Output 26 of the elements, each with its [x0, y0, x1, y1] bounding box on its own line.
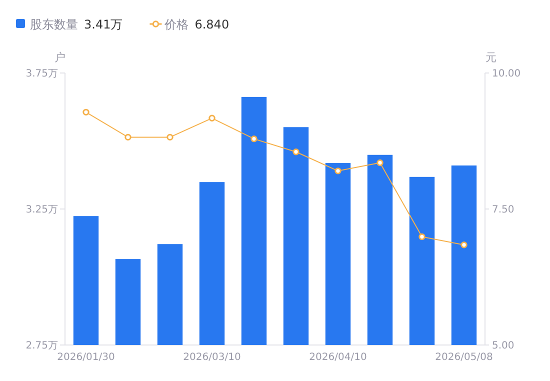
y-tick-label: 3.25万: [26, 204, 58, 216]
x-tick-label: 2026/05/08: [435, 352, 493, 363]
point: [124, 134, 132, 141]
y2-tick-label: 5.00: [492, 340, 514, 352]
legend-label: 股东数量: [30, 18, 78, 32]
y2-tick-label: 10.00: [492, 68, 521, 80]
y2-axis-title: 元: [486, 51, 496, 64]
x-tick-label: 2026/03/10: [183, 352, 241, 363]
point: [250, 135, 258, 142]
point: [82, 108, 90, 116]
x-tick-label: 2026/04/10: [309, 352, 367, 363]
text: 6.840: [194, 18, 230, 32]
point: [166, 134, 174, 141]
point: [460, 242, 468, 248]
x-tick-label: 2026/01/30: [57, 352, 115, 363]
y-tick-label: 2.75万: [26, 340, 58, 352]
y2-tick-label: 7.50: [492, 204, 514, 216]
point: [376, 159, 384, 166]
legend-label: 价格: [164, 18, 189, 32]
point: [334, 168, 342, 174]
point: [292, 148, 300, 156]
point: [208, 114, 216, 122]
text: 3.41万: [84, 18, 123, 32]
point: [418, 233, 426, 240]
y-axis-title: 户: [54, 51, 66, 64]
y-tick-label: 3.75万: [26, 68, 58, 80]
